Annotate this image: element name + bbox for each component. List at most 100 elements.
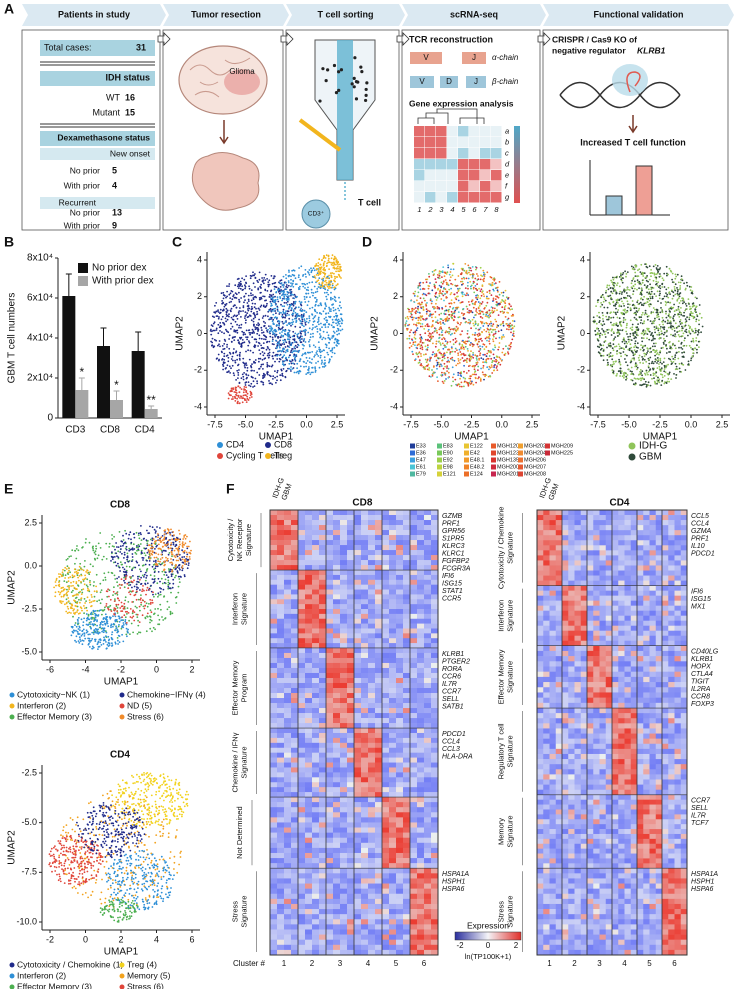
cell bbox=[223, 298, 225, 300]
cell bbox=[237, 286, 239, 288]
cell bbox=[251, 306, 253, 308]
cell bbox=[616, 350, 618, 352]
cell bbox=[273, 310, 275, 312]
cell bbox=[326, 320, 328, 322]
cell bbox=[444, 363, 446, 365]
cell bbox=[455, 365, 457, 367]
cell bbox=[275, 335, 277, 337]
cell bbox=[686, 308, 688, 310]
cell bbox=[246, 364, 248, 366]
row-label: f bbox=[505, 181, 508, 190]
cell bbox=[467, 282, 469, 284]
x-tick-label: -7.5 bbox=[207, 419, 223, 429]
cell bbox=[259, 292, 261, 294]
cell bbox=[304, 287, 306, 289]
cell bbox=[269, 365, 271, 367]
subsection-title: Recurrent bbox=[59, 197, 97, 207]
cell bbox=[277, 299, 279, 301]
cell bbox=[686, 305, 688, 307]
heat-cell bbox=[447, 170, 458, 181]
cell bbox=[477, 366, 479, 368]
heat-cell bbox=[480, 137, 491, 148]
cell bbox=[296, 320, 298, 322]
cell bbox=[277, 307, 279, 309]
cell bbox=[303, 318, 305, 320]
cell bbox=[286, 284, 288, 286]
cell bbox=[683, 315, 685, 317]
cell bbox=[277, 289, 279, 291]
cell bbox=[634, 284, 636, 286]
cell bbox=[157, 558, 159, 560]
cell bbox=[473, 374, 475, 376]
y-tick-label: -5.0 bbox=[21, 646, 37, 656]
cell bbox=[504, 308, 506, 310]
legend-swatch bbox=[545, 444, 550, 449]
cell bbox=[665, 311, 667, 313]
cell bbox=[494, 308, 496, 310]
cell bbox=[298, 276, 300, 278]
cell bbox=[511, 315, 513, 317]
cell bbox=[264, 289, 266, 291]
cell bbox=[300, 308, 302, 310]
cell bbox=[227, 364, 229, 366]
cell bbox=[596, 315, 598, 317]
cell bbox=[652, 361, 654, 363]
cell bbox=[412, 319, 414, 321]
cell bbox=[443, 288, 445, 290]
segment-label: J bbox=[472, 53, 476, 62]
cell bbox=[229, 365, 231, 367]
cell bbox=[237, 372, 239, 374]
cell bbox=[288, 282, 290, 284]
cell bbox=[467, 350, 469, 352]
cell bbox=[278, 329, 280, 331]
cell bbox=[307, 352, 309, 354]
cell bbox=[500, 301, 502, 303]
cell bbox=[317, 331, 319, 333]
cell bbox=[643, 334, 645, 336]
cell bbox=[176, 596, 178, 598]
cell bbox=[262, 354, 264, 356]
cell bbox=[417, 344, 419, 346]
cell bbox=[483, 379, 485, 381]
cell bbox=[489, 335, 491, 337]
cell bbox=[669, 302, 671, 304]
cell bbox=[231, 308, 233, 310]
cell bbox=[422, 282, 424, 284]
cell bbox=[283, 276, 285, 278]
cell bbox=[439, 358, 441, 360]
cell bbox=[214, 339, 216, 341]
cell bbox=[250, 292, 252, 294]
cell bbox=[482, 321, 484, 323]
cell bbox=[272, 356, 274, 358]
cell bbox=[326, 292, 328, 294]
cell bbox=[678, 314, 680, 316]
cell bbox=[212, 338, 214, 340]
cell bbox=[451, 333, 453, 335]
cell bbox=[469, 274, 471, 276]
cell bbox=[501, 299, 503, 301]
cell bbox=[226, 344, 228, 346]
cell bbox=[290, 275, 292, 277]
cell bbox=[642, 275, 644, 277]
cell bbox=[508, 318, 510, 320]
cell bbox=[620, 347, 622, 349]
y-tick-label: 0 bbox=[393, 328, 398, 338]
cell bbox=[435, 278, 437, 280]
cell bbox=[341, 319, 343, 321]
heat-cell bbox=[436, 192, 447, 203]
cell bbox=[660, 275, 662, 277]
cell bbox=[235, 315, 237, 317]
cell bbox=[309, 339, 311, 341]
cell bbox=[315, 277, 317, 279]
cell bbox=[439, 295, 441, 297]
cell bbox=[650, 374, 652, 376]
cell bbox=[653, 343, 655, 345]
cell bbox=[690, 333, 692, 335]
cell bbox=[488, 369, 490, 371]
cell bbox=[626, 287, 628, 289]
cell bbox=[308, 293, 310, 295]
cell bbox=[442, 343, 444, 345]
cell bbox=[287, 298, 289, 300]
cell bbox=[513, 325, 515, 327]
cell bbox=[285, 274, 287, 276]
